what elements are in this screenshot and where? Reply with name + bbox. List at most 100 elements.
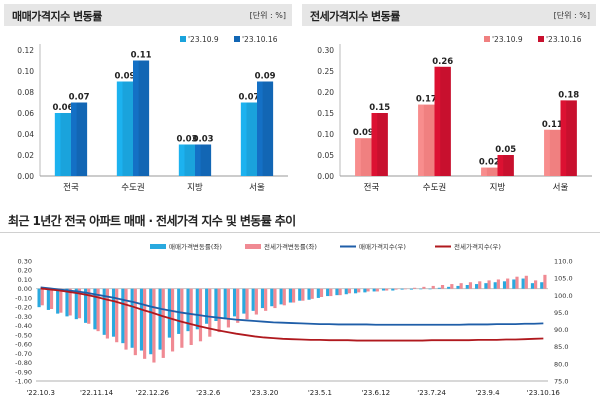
trend-bar: [152, 288, 156, 363]
trend-bar: [254, 288, 258, 315]
trend-bar: [279, 288, 283, 305]
jeonse-bar: [481, 167, 498, 176]
sale-bar-value: 0.09: [255, 72, 276, 82]
jeonse-category-label: 지방: [490, 182, 506, 193]
trend-bar: [143, 288, 147, 359]
trend-bar: [139, 288, 144, 351]
jeonse-legend-label: '23.10.16: [546, 35, 582, 44]
trend-bar: [468, 282, 473, 289]
trend-bar: [456, 285, 460, 289]
trend-bar: [366, 288, 370, 292]
sale-ytick: 0.08: [17, 88, 34, 97]
jeonse-legend-swatch: [484, 36, 490, 42]
jeonse-bar-shine: [371, 113, 378, 176]
sale-category-label: 전국: [63, 182, 79, 193]
trend-left-tick: -0.10: [15, 294, 32, 302]
jeonse-bar-value: 0.02: [479, 158, 500, 168]
jeonse-bar-value: 0.26: [432, 57, 453, 67]
sale-ytick: 0.06: [17, 109, 34, 118]
trend-x-tick: '23.3.20: [250, 389, 279, 397]
sale-bar-value: 0.06: [52, 103, 73, 113]
sale-bar-shine: [54, 113, 61, 176]
trend-bar: [391, 288, 395, 291]
jeonse-bar-value: 0.15: [369, 103, 390, 113]
trend-left-tick: 0.00: [18, 285, 32, 293]
sale-bar-value: 0.11: [131, 51, 152, 61]
trend-bar: [115, 288, 119, 343]
jeonse-bar-shine: [355, 138, 361, 176]
trend-bar: [84, 288, 88, 323]
trend-left-tick: -0.30: [15, 313, 32, 321]
trend-x-tick: '22.12.26: [136, 389, 170, 397]
trend-bar: [121, 288, 125, 344]
trend-bar: [530, 283, 535, 289]
trend-bar: [409, 288, 414, 290]
trend-bar: [484, 283, 488, 289]
trend-left-tick: -0.60: [15, 341, 32, 349]
trend-bar: [180, 288, 184, 348]
trend-bar: [214, 288, 218, 321]
trend-bar: [130, 288, 134, 348]
trend-bar: [236, 288, 240, 323]
trend-line: [40, 286, 544, 326]
trend-bar: [506, 278, 510, 289]
trend-bar: [357, 288, 361, 293]
jeonse-ytick: 0.10: [317, 130, 334, 139]
trend-left-tick: 0.20: [18, 267, 32, 275]
trend-left-tick: -0.80: [15, 359, 32, 367]
trend-bar: [475, 284, 479, 289]
trend-x-tick: '22.10.3: [26, 389, 55, 397]
trend-bar: [478, 281, 482, 289]
sale-panel-unit: [단위 : %]: [249, 11, 286, 20]
trend-bar: [326, 288, 330, 297]
trend-bar: [273, 288, 277, 309]
jeonse-bar-shine: [497, 155, 504, 176]
trend-bar: [149, 288, 153, 355]
trend-bar: [59, 288, 63, 313]
section-divider: [0, 232, 600, 233]
sale-bar-shine: [133, 60, 139, 176]
trend-left-tick: -0.20: [15, 304, 32, 312]
trend-bar: [217, 288, 221, 333]
trend-bar: [49, 288, 54, 309]
sale-bar-shine: [71, 102, 77, 176]
trend-bar: [493, 282, 497, 289]
trend-bar: [232, 288, 237, 317]
trend-bar: [282, 288, 286, 306]
sale-bar-value: 0.07: [238, 93, 259, 103]
trend-bar: [502, 281, 507, 289]
jeonse-ytick: 0.25: [317, 67, 334, 76]
trend-bar: [440, 285, 445, 289]
trend-right-tick: 105.0: [554, 275, 573, 283]
jeonse-ytick: 0.00: [317, 172, 334, 181]
trend-bar: [319, 288, 324, 297]
trend-bar: [158, 288, 162, 350]
trend-bar: [307, 288, 311, 300]
trend-bar: [260, 288, 265, 309]
trend-left-tick: 0.30: [18, 258, 32, 266]
jeonse-panel-header: 전세가격지수 변동률 [단위 : %]: [302, 4, 596, 26]
jeonse-bar-value: 0.05: [495, 145, 516, 155]
trend-bar: [428, 288, 432, 290]
trend-bar: [65, 288, 69, 317]
trend-bar: [381, 288, 386, 291]
trend-bar: [105, 288, 109, 339]
trend-bar: [111, 288, 116, 337]
trend-legend-label: 전세가격지수(우): [454, 242, 501, 251]
trend-bar: [394, 288, 398, 290]
trend-bar: [301, 288, 305, 301]
jeonse-category-label: 전국: [364, 182, 380, 193]
trend-bar: [344, 288, 348, 295]
trend-bar: [419, 288, 423, 290]
trend-bar: [375, 288, 379, 292]
trend-bar: [515, 276, 519, 289]
trend-bar: [46, 288, 50, 310]
annual-trend-chart: 0.300.200.100.00-0.10 -0.20-0.30-0.40-0.5…: [15, 242, 573, 397]
jeonse-category-label: 수도권: [423, 182, 446, 193]
sale-rate-chart: 0.12 0.10 0.08 0.06 0.04 0.02 0.00 '23.10.9 '23.…: [17, 35, 288, 193]
trend-bar: [226, 288, 231, 328]
trend-bar: [124, 288, 128, 350]
jeonse-panel-unit: [단위 : %]: [553, 11, 590, 20]
trend-legend-swatch: [245, 244, 261, 249]
trend-x-tick: '23.5.1: [308, 389, 332, 397]
